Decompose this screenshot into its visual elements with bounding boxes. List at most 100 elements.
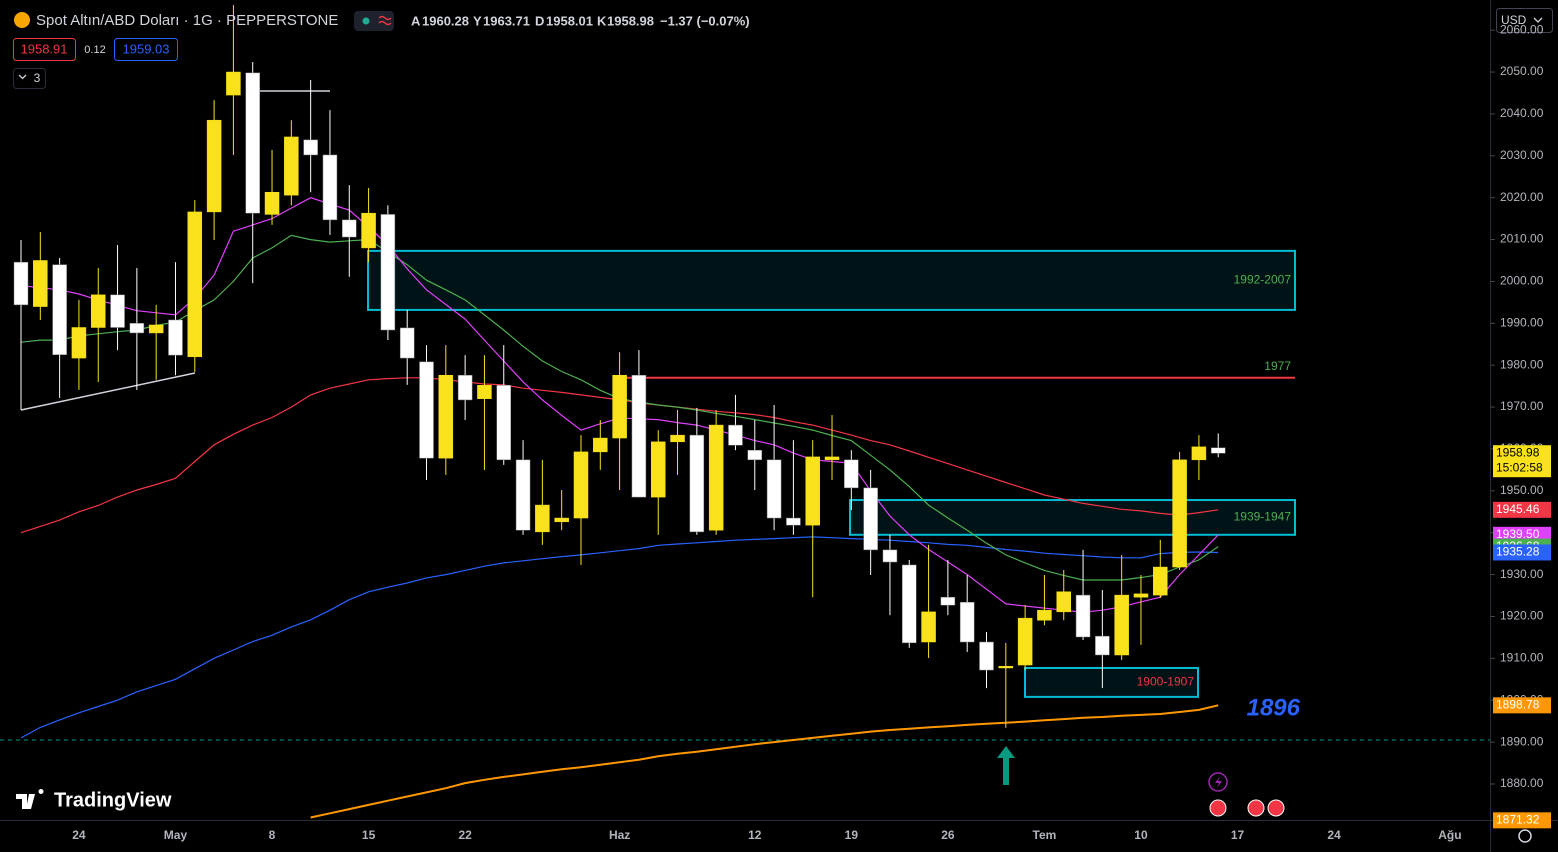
- low-label: D: [535, 13, 544, 28]
- y-tick-label: 2010.00: [1500, 232, 1544, 246]
- candle-body: [1210, 447, 1226, 454]
- candle-body: [554, 517, 569, 523]
- us-flag-icon[interactable]: [1267, 799, 1285, 817]
- open-label: A: [411, 13, 421, 28]
- indicator-count[interactable]: 3: [34, 71, 41, 85]
- candle-body: [766, 459, 782, 519]
- trend-line: [20, 372, 196, 411]
- candle-body: [52, 264, 67, 355]
- x-tick-label: 17: [1231, 828, 1245, 842]
- candle-body: [921, 611, 936, 643]
- symbol-icon: [14, 12, 30, 28]
- candle-body: [728, 424, 743, 446]
- price-label: 1871.32: [1496, 813, 1540, 827]
- candle-body: [457, 374, 473, 401]
- candle-body: [226, 71, 241, 96]
- currency-selector[interactable]: [1496, 8, 1553, 33]
- candle-body: [593, 437, 608, 453]
- y-tick-label: 1970.00: [1500, 399, 1544, 413]
- close-label: K: [597, 13, 607, 28]
- status-badge: [354, 11, 394, 31]
- ask-price[interactable]: 1959.03: [123, 41, 170, 56]
- annotation: 1896: [1247, 694, 1301, 721]
- candle-body: [747, 449, 763, 461]
- y-tick-label: 2020.00: [1500, 190, 1544, 204]
- x-tick-label: Tem: [1033, 828, 1057, 842]
- candle-body: [631, 374, 647, 498]
- candle-body: [1037, 609, 1052, 621]
- zone-label: 1900-1907: [1137, 675, 1195, 689]
- high-label: Y: [473, 13, 482, 28]
- buy-button[interactable]: [114, 38, 178, 61]
- bid-price[interactable]: 1958.91: [21, 41, 68, 56]
- currency-chevron: [1533, 17, 1543, 23]
- candle-body: [438, 374, 454, 459]
- candle-body: [496, 385, 511, 461]
- x-tick-label: 22: [458, 828, 472, 842]
- candle-body: [13, 261, 29, 306]
- y-tick-label: 1910.00: [1500, 651, 1544, 665]
- candle-body: [33, 260, 48, 307]
- candle-body: [670, 434, 685, 443]
- us-flag-icon[interactable]: [1209, 799, 1227, 817]
- ma-line: [20, 536, 1219, 739]
- zone-label: 1992-2007: [1234, 273, 1292, 287]
- y-tick-label: 2000.00: [1500, 274, 1544, 288]
- candle-body: [1017, 617, 1033, 666]
- candle-body: [90, 294, 106, 328]
- zone: [1024, 666, 1199, 698]
- candle-body: [1056, 591, 1071, 613]
- candle-body: [940, 596, 956, 606]
- low-value: 1958.01: [546, 13, 593, 28]
- candle-body: [1095, 635, 1110, 656]
- x-tick-label: 24: [1327, 828, 1341, 842]
- level-label: 1977: [1264, 359, 1291, 373]
- y-tick-label: 1880.00: [1500, 776, 1544, 790]
- indicator-toggle[interactable]: [13, 68, 46, 89]
- price-label: 1898.78: [1496, 698, 1540, 712]
- x-tick-label: 10: [1134, 828, 1148, 842]
- x-tick-label: May: [164, 828, 188, 842]
- y-tick-label: 1980.00: [1500, 357, 1544, 371]
- price-label-box: [1493, 501, 1551, 518]
- x-tick-label: 19: [845, 828, 859, 842]
- price-label: 1945.46: [1496, 502, 1540, 516]
- candle-body: [786, 517, 801, 526]
- zone-label: 1939-1947: [1234, 510, 1292, 524]
- y-tick-label: 2030.00: [1500, 148, 1544, 162]
- currency-label[interactable]: USD: [1501, 13, 1527, 27]
- change-value: −1.37 (−0.07%): [660, 13, 750, 28]
- x-tick-label: 26: [941, 828, 955, 842]
- candle-body: [419, 361, 434, 459]
- plot-area: 1992-2007 1939-1947 1900-1907 1977 1896: [0, 5, 1490, 819]
- zone: [849, 499, 1296, 536]
- y-tick-label: 2040.00: [1500, 106, 1544, 120]
- candle-body: [1153, 566, 1168, 596]
- settings-icon[interactable]: [1518, 829, 1532, 843]
- y-tick-label: 2060.00: [1500, 22, 1544, 36]
- price-label-box: [1493, 812, 1551, 829]
- candle-body: [535, 504, 550, 533]
- candle-body: [844, 459, 859, 489]
- y-tick-label: 1950.00: [1500, 483, 1544, 497]
- sell-button[interactable]: [13, 38, 76, 61]
- y-tick-label: 2050.00: [1500, 64, 1544, 78]
- x-tick-label: 12: [748, 828, 762, 842]
- candle-body: [322, 154, 338, 221]
- countdown: 15:02:58: [1496, 460, 1543, 474]
- candle-body: [110, 294, 125, 328]
- brand-logo: [16, 788, 44, 809]
- x-tick-label: Ağu: [1438, 828, 1461, 842]
- brand-name: TradingView: [54, 789, 172, 811]
- candle-body: [979, 641, 994, 671]
- spread: 0.12: [84, 44, 105, 56]
- candle-body: [650, 441, 666, 498]
- candle-body: [206, 119, 222, 213]
- us-flag-icon[interactable]: [1247, 799, 1265, 817]
- candle-body: [689, 434, 705, 533]
- candle-body: [1172, 459, 1187, 568]
- candle-body: [303, 139, 318, 156]
